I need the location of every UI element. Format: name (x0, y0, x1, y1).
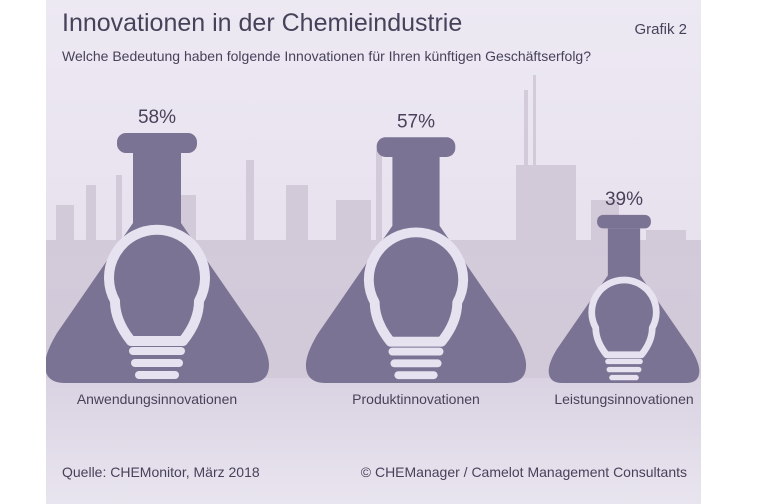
category-label-2: Produktinnovationen (352, 391, 480, 407)
flask-rim-2 (376, 137, 456, 157)
category-label-1: Anwendungsinnovationen (77, 391, 237, 407)
flask-body-2 (305, 156, 527, 383)
flask-bar-3 (548, 214, 700, 383)
figure-label: Grafik 2 (634, 21, 687, 38)
flask-rim-3 (597, 214, 651, 229)
chart-card: Innovationen in der Chemieindustrie Graf… (46, 0, 701, 504)
copyright-note: © CHEManager / Camelot Management Consul… (360, 464, 687, 480)
category-label-3: Leistungsinnovationen (554, 391, 693, 407)
lightbulb-icon (104, 224, 210, 379)
flask-rim-1 (117, 133, 197, 153)
value-label-3: 39% (605, 189, 643, 210)
lightbulb-icon (363, 227, 469, 380)
chart-subtitle: Welche Bedeutung haben folgende Innovati… (62, 48, 592, 64)
value-label-2: 57% (397, 111, 435, 132)
flask-bar-2 (305, 137, 527, 383)
flask-chart: 58% Anwendungsinnovationen 57% Produktinnov… (46, 107, 700, 407)
chart-title: Innovationen in der Chemieindustrie (62, 9, 463, 37)
lightbulb-icon (588, 276, 660, 381)
flask-bar-1 (46, 133, 269, 383)
source-note: Quelle: CHEMonitor, März 2018 (62, 464, 260, 480)
flask-body-3 (548, 228, 700, 383)
flask-body-1 (46, 153, 269, 383)
value-label-1: 58% (138, 107, 176, 128)
